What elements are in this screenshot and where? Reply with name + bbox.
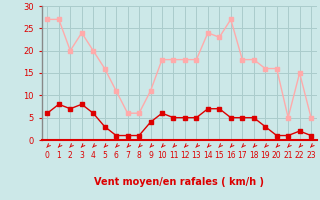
X-axis label: Vent moyen/en rafales ( km/h ): Vent moyen/en rafales ( km/h ) <box>94 177 264 187</box>
